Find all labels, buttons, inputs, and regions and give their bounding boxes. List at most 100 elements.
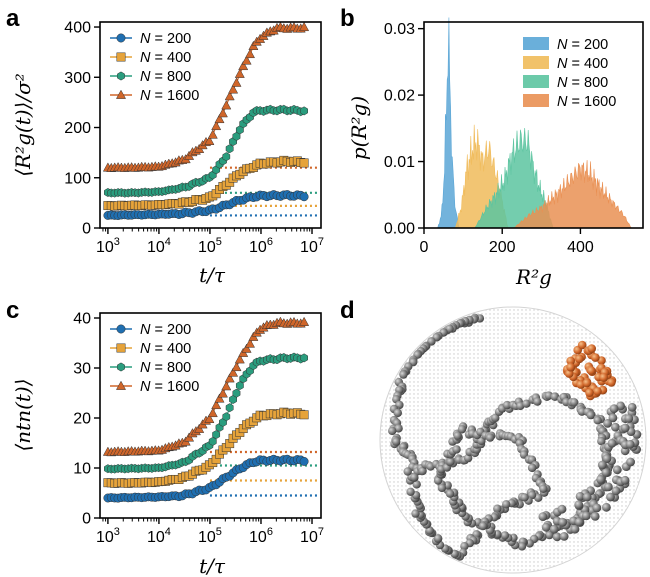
monomer-bead [596,475,605,484]
y-tick-label-a-2: 200 [64,120,91,137]
x-axis-label-panel-c: t/τ [199,554,226,577]
y-tick-label-c-4: 40 [73,311,91,328]
series-line-c-3 [108,322,304,452]
monomer-bead [575,518,584,527]
panel-a-chart: 103 104 105 106 107 0 100 200 300 400 N = 200 N = 4… [11,20,324,287]
y-tick-label-b-3: 0.03 [384,21,415,38]
x-tick-label-a-0: 103 [96,236,120,256]
monomer-bead [582,511,591,520]
panel-b-chart: 0 200 4000.000.010.020.03N = 200N = 400N =… [347,18,643,290]
legend-label-a-2: N = 800 [140,69,191,85]
x-axis-label-b: R²g [515,265,552,289]
x-tick-label-b-0: 0 [420,239,429,256]
panel-b-letter: b [340,5,355,32]
y-tick-label-a-3: 300 [64,70,91,87]
monomer-bead [560,532,569,541]
monomer-bead [628,403,637,412]
legend-label-b-2: N = 800 [557,75,608,91]
monomer-bead [611,423,620,432]
highlighted-bead [583,379,592,388]
data-point-a-3-38 [232,78,241,86]
highlighted-bead [593,387,602,396]
x-tick-label-c-2: 105 [198,526,222,546]
data-point-a-1-58 [300,159,308,167]
legend-label-a-0: N = 200 [140,31,191,47]
monomer-bead [550,525,559,534]
data-point-c-2-58 [301,354,308,362]
x-tick-label-a-4: 107 [300,236,324,256]
legend-a: N = 200 N = 400 N = 800 N = 1600 [110,31,199,104]
series-a-3 [103,22,308,171]
monomer-bead [558,518,567,527]
legend-label-b-1: N = 400 [557,56,608,72]
x-tick-label-c-4: 107 [300,526,324,546]
monomer-bead [392,437,400,445]
legend-swatch-b-3 [523,94,549,107]
monomer-bead [458,425,466,433]
x-tick-label-c-3: 106 [249,526,273,546]
legend-marker-a-0 [117,34,125,42]
y-tick-label-c-2: 20 [73,411,91,428]
monomer-bead [404,467,412,475]
series-c-3 [103,317,308,456]
monomer-bead [587,411,595,419]
monomer-bead [438,484,446,492]
y-axis-label-panel-c: ⟨ntn(t)⟩ [11,378,35,451]
data-point-c-3-38 [232,362,241,370]
y-tick-label-b-0: 0.00 [384,221,415,238]
monomer-bead [520,493,528,501]
legend-label-c-1: N = 400 [140,341,191,357]
monomer-bead [446,490,454,498]
x-tick-label-b-1: 200 [489,239,516,256]
data-point-a-2-36 [226,145,233,153]
highlighted-bead [599,373,608,382]
panel-d-letter: d [340,297,355,324]
highlighted-bead [591,353,600,362]
data-point-a-2-35 [223,153,230,161]
data-point-a-2-58 [301,107,308,115]
monomer-bead [501,531,509,539]
legend-label-a-1: N = 400 [140,50,191,66]
monomer-bead [583,493,592,502]
monomer-bead [486,433,494,441]
series-a-2 [104,105,307,197]
y-tick-label-b-1: 0.01 [384,154,415,171]
monomer-bead [479,522,487,530]
data-point-a-3-34 [218,109,227,117]
histogram-0 [438,18,460,229]
legend-label-a-3: N = 1600 [140,88,199,104]
x-tick-label-a-3: 106 [249,236,273,256]
legend-marker-c-0 [117,325,125,333]
monomer-bead [528,464,536,472]
legend-label-b-0: N = 200 [557,37,608,53]
legend-label-c-2: N = 800 [140,360,191,376]
monomer-bead [613,465,622,474]
monomer-bead [598,461,607,470]
x-tick-label-c-1: 104 [147,526,171,546]
legend-label-c-0: N = 200 [140,322,191,338]
legend-label-c-3: N = 1600 [140,379,199,395]
highlighted-bead [607,378,616,387]
y-tick-label-b-2: 0.02 [384,88,415,105]
data-point-c-1-58 [300,411,308,419]
legend-swatch-b-1 [523,56,549,69]
data-point-a-0-58 [300,193,308,201]
highlighted-bead [587,344,596,353]
monomer-bead [446,458,454,466]
data-point-c-3-31 [208,408,217,416]
monomer-bead [593,504,602,513]
data-point-a-3-31 [208,130,217,138]
polymer-snapshot [380,307,646,573]
data-point-c-2-36 [226,404,233,412]
monomer-bead [533,397,541,405]
monomer-bead [594,416,602,424]
x-tick-label-a-1: 104 [147,236,171,256]
legend-marker-c-1 [117,344,125,352]
data-point-a-3-39 [235,69,244,77]
data-point-a-3-42 [245,49,254,57]
data-point-c-2-35 [223,413,230,421]
panel-a-letter: a [6,5,20,32]
monomer-bead [604,483,613,492]
